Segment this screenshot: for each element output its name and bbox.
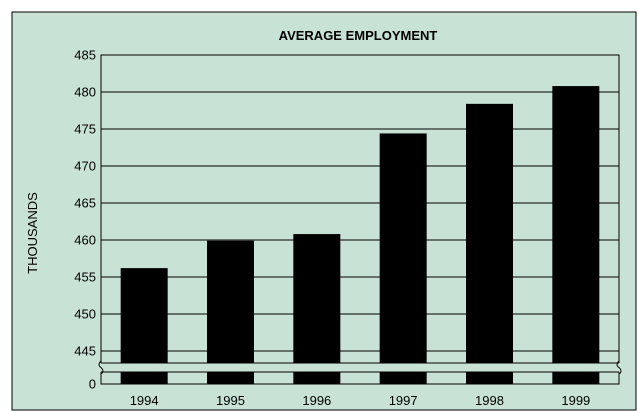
- x-axis-ticks: 1994 1995 1996 1997 1998 1999: [130, 393, 591, 408]
- axis-break: [95, 360, 625, 375]
- y-tick-label: 475: [74, 122, 96, 137]
- axis-break-band: [95, 363, 625, 372]
- y-tick-label: 480: [74, 85, 96, 100]
- y-tick-label: 445: [74, 344, 96, 359]
- bar-1999: [552, 86, 600, 384]
- x-tick-label: 1999: [561, 393, 590, 408]
- x-tick-label: 1997: [389, 393, 418, 408]
- y-tick-label: 485: [74, 48, 96, 63]
- chart-title: AVERAGE EMPLOYMENT: [279, 28, 438, 43]
- y-tick-label: 465: [74, 196, 96, 211]
- bar-1996: [293, 234, 341, 384]
- y-tick-label: 460: [74, 233, 96, 248]
- x-tick-label: 1995: [216, 393, 245, 408]
- y-tick-label: 455: [74, 270, 96, 285]
- gridlines: [101, 91, 619, 352]
- x-tick-label: 1998: [475, 393, 504, 408]
- y-axis-label: THOUSANDS: [25, 192, 40, 274]
- x-tick-label: 1994: [130, 393, 159, 408]
- bars: [120, 86, 600, 384]
- plot-area: [100, 54, 620, 385]
- y-tick-label: 450: [74, 307, 96, 322]
- bar-1998: [466, 103, 513, 384]
- x-tick-label: 1996: [302, 393, 331, 408]
- y-tick-label: 470: [74, 159, 96, 174]
- y-tick-label: 0: [89, 377, 96, 392]
- bar-1995: [207, 240, 254, 384]
- y-axis-ticks: 445 450 455 460 465 470 475 480 485 0: [74, 48, 96, 392]
- bar-1997: [379, 133, 427, 384]
